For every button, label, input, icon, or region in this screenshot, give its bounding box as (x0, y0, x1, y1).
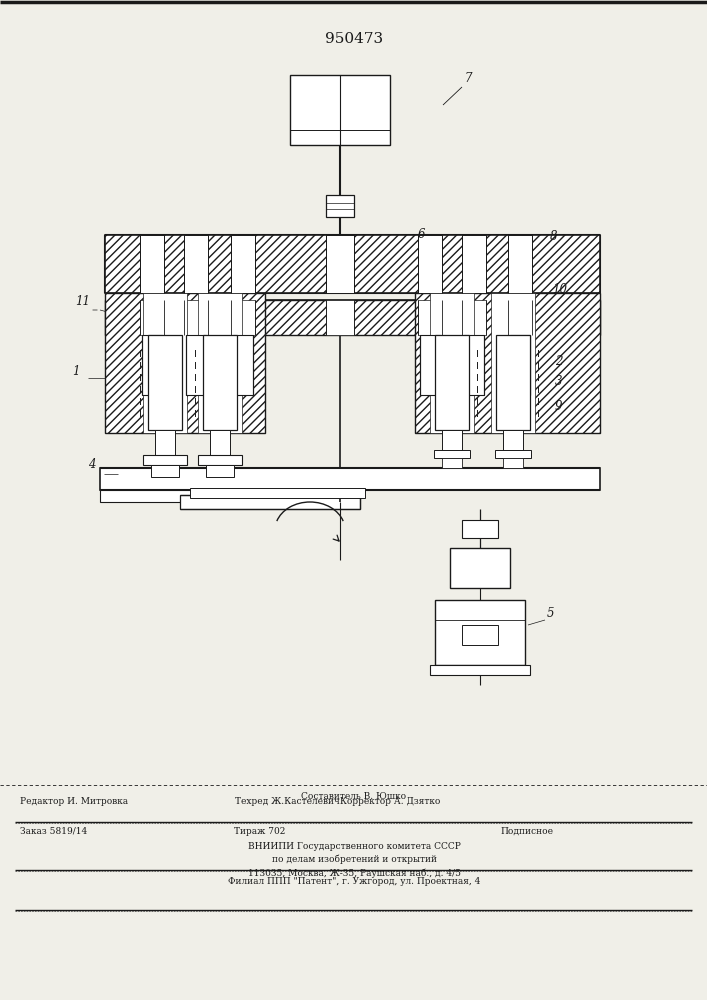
Bar (508, 235, 532, 293)
Text: Заказ 5819/14: Заказ 5819/14 (20, 827, 87, 836)
Text: 113035, Москва, Ж‑35, Раушская наб., д. 4/5: 113035, Москва, Ж‑35, Раушская наб., д. … (247, 868, 460, 878)
Bar (435, 600, 525, 665)
Bar (508, 300, 532, 335)
Bar (143, 293, 187, 433)
Text: по делам изобретений и открытий: по делам изобретений и открытий (271, 855, 436, 864)
Bar (198, 293, 242, 433)
Text: Подписное: Подписное (500, 827, 553, 836)
Bar (155, 430, 175, 455)
Bar (430, 293, 474, 433)
Bar (462, 520, 498, 538)
Bar (140, 300, 164, 335)
Bar (186, 335, 206, 395)
Text: 6: 6 (418, 228, 426, 241)
Bar (462, 625, 498, 645)
Bar (503, 430, 523, 450)
Text: 7: 7 (465, 72, 472, 85)
Bar (418, 235, 442, 293)
Bar (198, 455, 242, 465)
Text: 9: 9 (555, 400, 563, 413)
Bar (491, 293, 535, 433)
Bar (510, 335, 530, 395)
Text: ВНИИПИ Государственного комитета СССР: ВНИИПИ Государственного комитета СССР (247, 842, 460, 851)
Bar (184, 235, 208, 293)
Text: Составитель В. Юшко: Составитель В. Юшко (301, 792, 407, 801)
Bar (462, 235, 486, 293)
Bar (140, 235, 164, 293)
Text: 950473: 950473 (325, 32, 383, 46)
Bar (148, 335, 182, 430)
Bar (180, 495, 360, 509)
Bar (442, 458, 462, 468)
Bar (464, 335, 484, 395)
Bar (326, 195, 354, 217)
Bar (495, 450, 531, 458)
Bar (151, 465, 179, 477)
Bar (100, 490, 240, 502)
Bar (105, 293, 265, 433)
Bar (290, 75, 390, 145)
Text: 11: 11 (75, 295, 90, 308)
Text: 4: 4 (88, 458, 95, 471)
Bar (203, 335, 237, 430)
Text: 2: 2 (555, 355, 563, 368)
Bar (105, 300, 600, 335)
Text: 1: 1 (72, 365, 79, 378)
Bar (418, 300, 442, 335)
Bar (430, 665, 530, 675)
Bar (415, 293, 600, 433)
Bar (206, 465, 234, 477)
Bar (503, 458, 523, 468)
Bar (442, 430, 462, 450)
Bar (105, 235, 600, 293)
Bar (184, 300, 208, 335)
Text: 10: 10 (552, 283, 567, 296)
Bar (434, 450, 470, 458)
Bar (420, 335, 440, 395)
Bar (462, 300, 486, 335)
Text: 5: 5 (547, 607, 554, 620)
Text: 8: 8 (550, 230, 558, 243)
Text: Тираж 702: Тираж 702 (234, 827, 286, 836)
Bar (231, 235, 255, 293)
Bar (190, 488, 365, 498)
Bar (210, 430, 230, 455)
Text: Техред Ж.КастелевичКорректор А. Дзятко: Техред Ж.КастелевичКорректор А. Дзятко (235, 797, 440, 806)
Bar (142, 335, 162, 395)
Bar (100, 468, 600, 490)
Text: Редактор И. Митровка: Редактор И. Митровка (20, 797, 128, 806)
Bar (326, 235, 354, 293)
Text: Филиал ППП "Патент", г. Ужгород, ул. Проектная, 4: Филиал ППП "Патент", г. Ужгород, ул. Про… (228, 877, 480, 886)
Bar (143, 455, 187, 465)
Bar (233, 335, 253, 395)
Bar (450, 548, 510, 588)
Bar (435, 335, 469, 430)
Bar (231, 300, 255, 335)
Bar (326, 300, 354, 335)
Bar (496, 335, 530, 430)
Text: 3: 3 (555, 375, 563, 388)
